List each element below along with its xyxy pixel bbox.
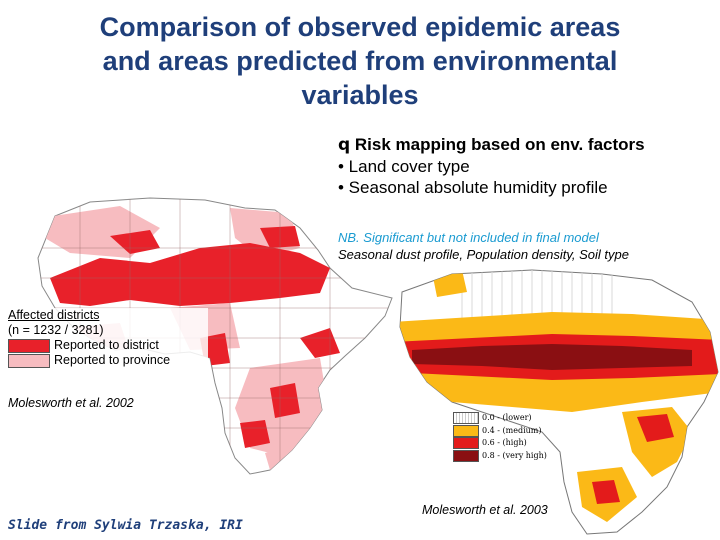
- risk-legend-medium: 0.4 - (medium): [453, 424, 547, 438]
- risk-legend-high: 0.6 - (high): [453, 437, 547, 450]
- affected-districts-legend: Affected districts (n = 1232 / 3281) Rep…: [8, 308, 208, 368]
- legend-swatch-district: [8, 338, 50, 353]
- checkbox-bullet-marker: q: [338, 135, 351, 155]
- citation-2003: Molesworth et al. 2003: [422, 503, 548, 517]
- title-line-3: variables: [301, 80, 419, 110]
- legend-swatch-province: [8, 353, 50, 368]
- citation-2002: Molesworth et al. 2002: [8, 396, 134, 410]
- risk-swatch-low: [453, 412, 479, 425]
- slide-credit: Slide from Sylwia Trzaska, IRI: [8, 518, 243, 533]
- risk-swatch-high: [453, 437, 479, 450]
- predicted-risk-map: [399, 269, 719, 535]
- note-factors: Seasonal dust profile, Population densit…: [338, 247, 629, 262]
- risk-swatch-very-high: [453, 449, 479, 462]
- risk-mapping-heading: q Risk mapping based on env. factors: [338, 135, 645, 155]
- legend-title: Affected districts: [8, 308, 100, 322]
- risk-mapping-bullets: q Risk mapping based on env. factors • L…: [338, 134, 718, 198]
- legend-item-district: Reported to district: [8, 338, 208, 353]
- title-line-1: Comparison of observed epidemic areas: [99, 12, 621, 42]
- model-note: NB. Significant but not included in fina…: [338, 229, 718, 263]
- slide-title: Comparison of observed epidemic areas an…: [20, 10, 700, 112]
- risk-swatch-medium: [453, 424, 479, 437]
- legend-count: (n = 1232 / 3281): [8, 323, 104, 337]
- bullet-humidity: • Seasonal absolute humidity profile: [338, 178, 608, 197]
- bullet-land-cover: • Land cover type: [338, 157, 470, 176]
- risk-level-legend: 0.0 - (lower) 0.4 - (medium) 0.6 - (high…: [453, 412, 547, 462]
- risk-legend-very-high: 0.8 - (very high): [453, 449, 547, 463]
- title-line-2: and areas predicted from environmental: [102, 46, 618, 76]
- legend-item-province: Reported to province: [8, 353, 208, 368]
- risk-legend-low: 0.0 - (lower): [453, 412, 547, 425]
- note-nb: NB. Significant but not included in fina…: [338, 230, 599, 245]
- risk-zones: [400, 270, 718, 522]
